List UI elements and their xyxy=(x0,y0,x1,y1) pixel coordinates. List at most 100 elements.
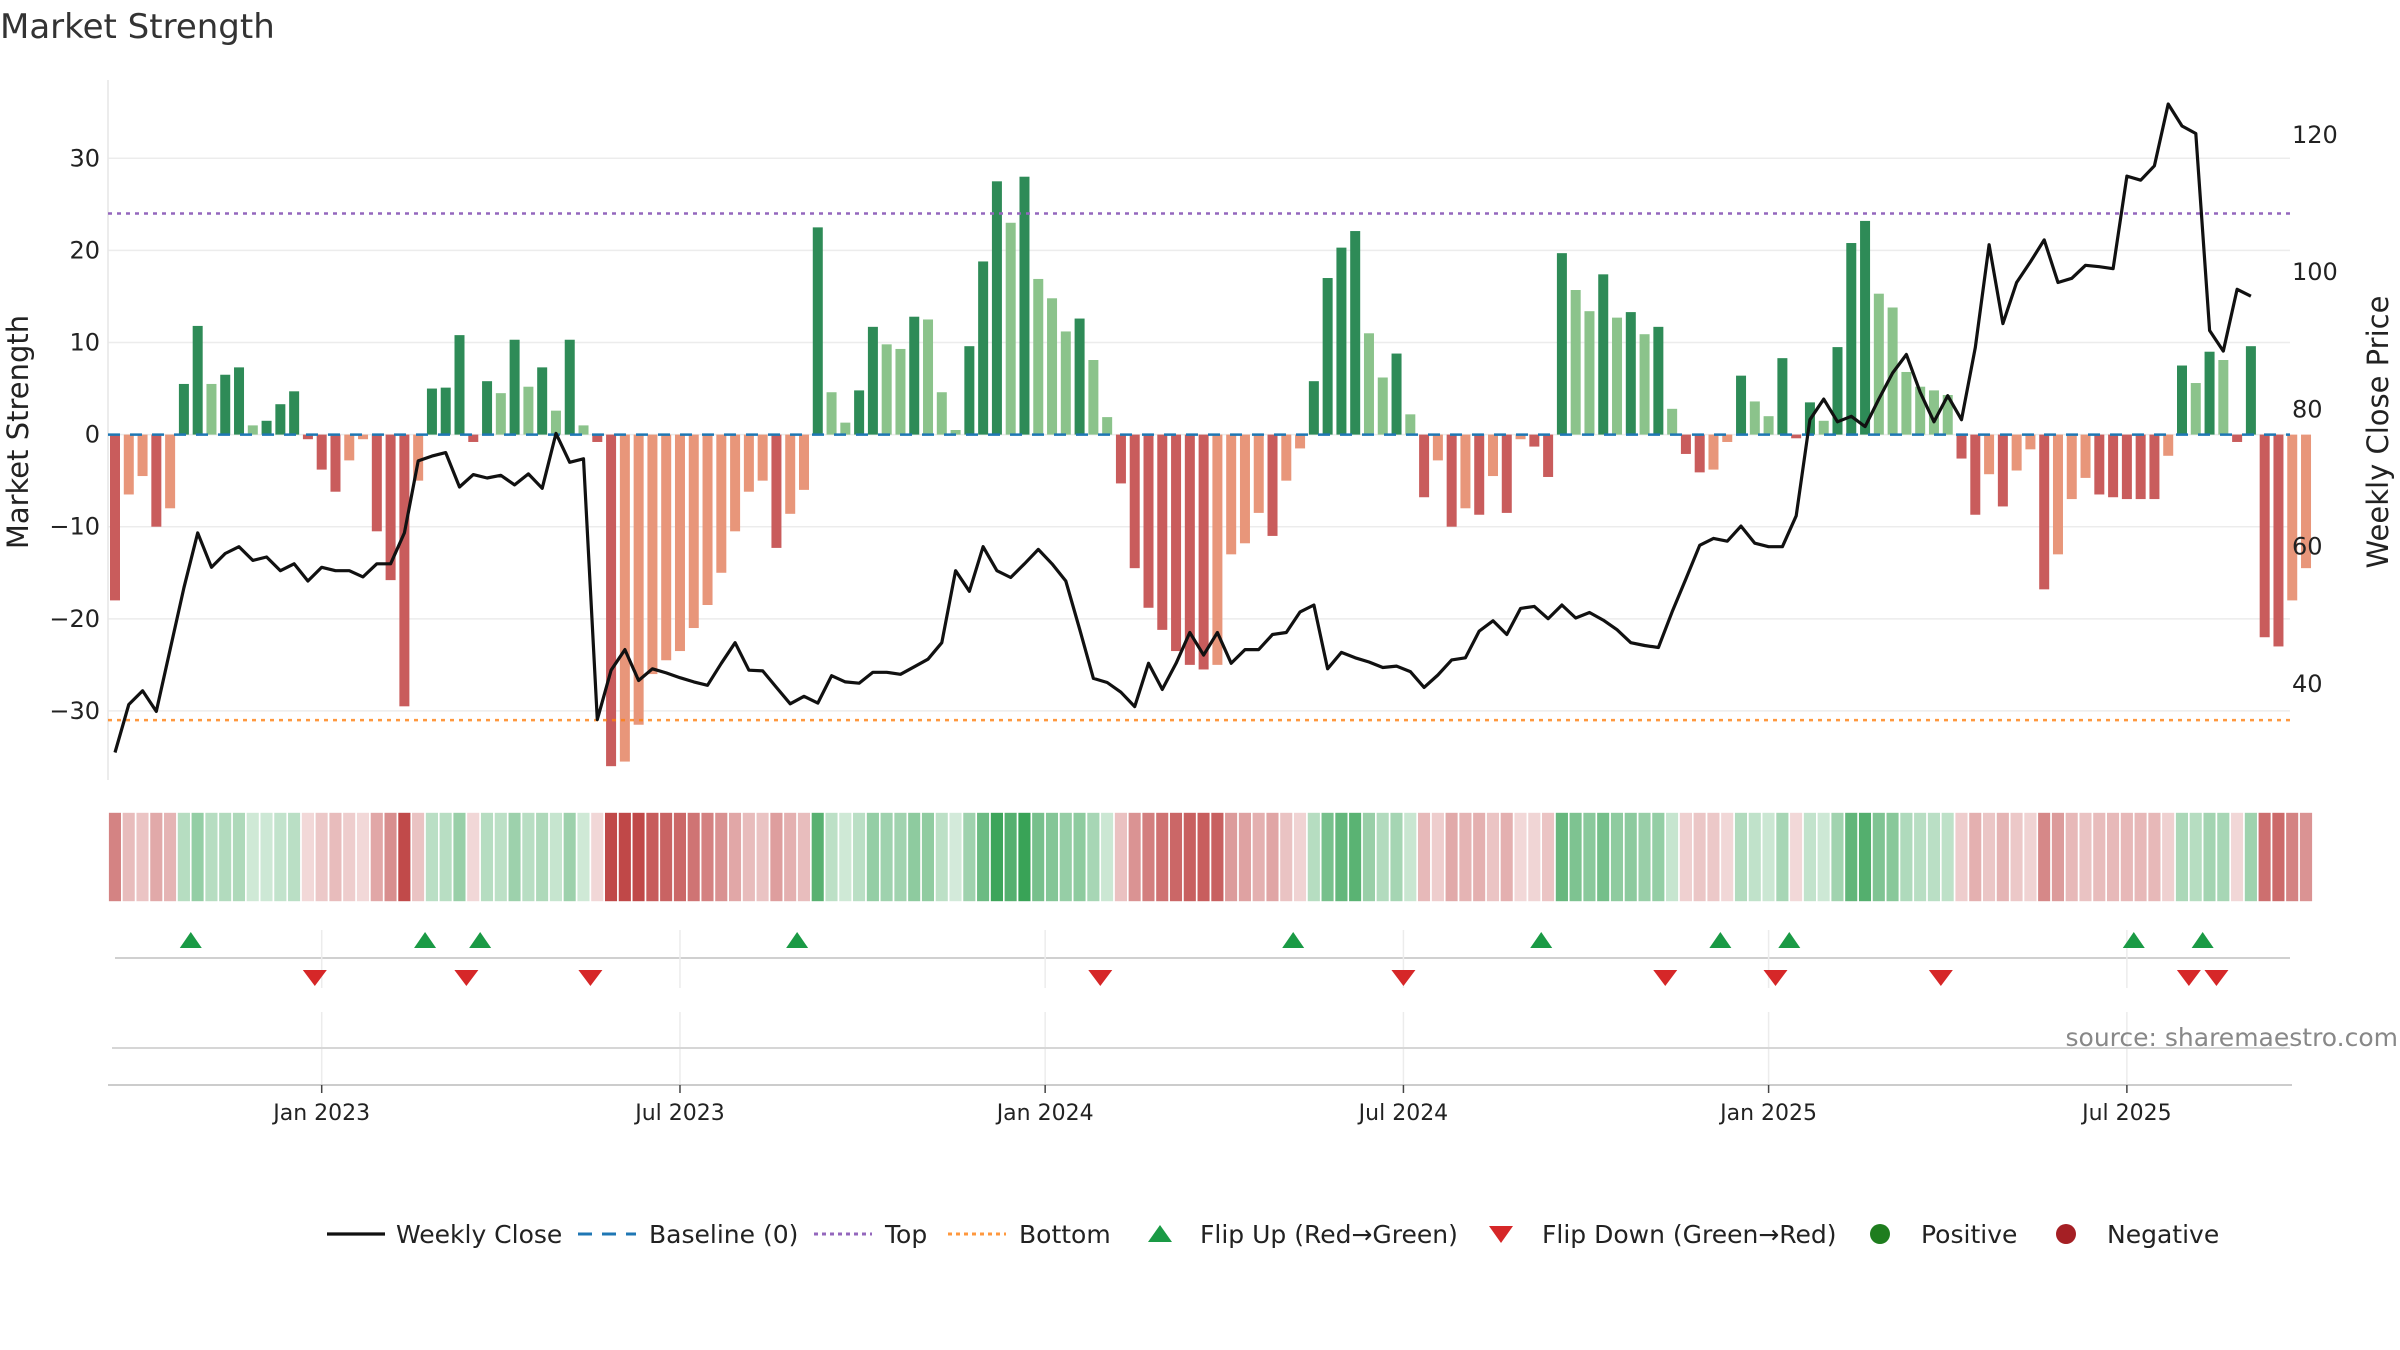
strip-cell xyxy=(1733,811,1749,903)
strip-cell xyxy=(2284,811,2300,903)
strength-bar xyxy=(247,425,258,435)
strip-cell xyxy=(713,811,729,903)
strength-bar xyxy=(716,434,727,573)
x-tick-label: Jul 2024 xyxy=(1357,1101,1449,1126)
strength-bar xyxy=(1942,395,1953,435)
strip-cell xyxy=(2036,811,2052,903)
strip-cell xyxy=(837,811,854,903)
strip-cell xyxy=(906,811,922,903)
strip-cell xyxy=(1223,811,1239,903)
y2-tick-label: 100 xyxy=(2292,258,2338,286)
strip-cell xyxy=(1678,811,1694,903)
strip-cell xyxy=(1802,811,1818,903)
strip-cell xyxy=(1195,811,1212,903)
strength-bar xyxy=(1060,331,1071,435)
y-tick-label: 20 xyxy=(69,236,100,264)
flip-up-marker xyxy=(414,932,437,948)
strip-cell xyxy=(1692,811,1708,903)
strength-bar xyxy=(661,434,672,661)
strength-bar xyxy=(1074,318,1085,435)
strip-cell xyxy=(1306,811,1322,903)
strength-bar xyxy=(192,325,203,435)
strength-bar xyxy=(2108,434,2119,498)
strip-cell xyxy=(2132,811,2149,903)
strip-cell xyxy=(1182,811,1198,903)
strength-bar xyxy=(2245,346,2256,435)
flip-down-marker xyxy=(302,970,327,986)
strip-cell xyxy=(1416,811,1432,903)
strength-bar xyxy=(826,392,837,435)
strip-cell xyxy=(1760,811,1777,903)
strip-cell xyxy=(1609,811,1625,903)
strip-cell xyxy=(2160,811,2176,903)
strip-cell xyxy=(479,811,495,903)
strip-cell xyxy=(686,811,702,903)
strength-bar xyxy=(2066,434,2077,500)
strip-cell xyxy=(1002,811,1019,903)
strip-cell xyxy=(630,811,647,903)
flip-down-marker xyxy=(2176,970,2201,986)
strip-cell xyxy=(1099,811,1115,903)
strength-bar xyxy=(1625,312,1636,435)
strip-cell xyxy=(947,811,964,903)
strip-cell xyxy=(1567,811,1584,903)
strip-cell xyxy=(810,811,826,903)
strength-bar xyxy=(371,434,382,532)
legend-label: Flip Down (Green→Red) xyxy=(1542,1220,1837,1249)
y-tick-label: 30 xyxy=(69,144,100,172)
flip-up-marker xyxy=(1778,932,1801,948)
strip-cell xyxy=(1127,811,1143,903)
y-tick-label: −30 xyxy=(49,697,100,725)
strip-cell xyxy=(1705,811,1722,903)
strength-bar xyxy=(812,227,823,435)
flip-up-marker xyxy=(1709,932,1732,948)
strip-cell xyxy=(189,811,206,903)
strip-cell xyxy=(286,811,302,903)
strength-bar xyxy=(2025,434,2036,450)
strip-cell xyxy=(575,811,592,903)
strip-cell xyxy=(1829,811,1846,903)
legend-label: Top xyxy=(884,1220,927,1249)
strength-bar xyxy=(1722,434,1733,442)
strength-bar xyxy=(978,261,989,435)
y-tick-label: 0 xyxy=(85,421,100,449)
strip-cell xyxy=(1843,811,1859,903)
strength-bar xyxy=(1956,434,1967,459)
strength-bar xyxy=(867,326,878,435)
strip-cell xyxy=(1168,811,1184,903)
strength-bar xyxy=(1667,408,1678,435)
y2-axis-label: Weekly Close Price xyxy=(2361,296,2395,569)
strength-bar xyxy=(1432,434,1443,461)
strength-bar xyxy=(854,390,865,435)
strip-cell xyxy=(1554,811,1570,903)
strength-bar xyxy=(1363,333,1374,435)
strength-bar xyxy=(606,434,617,767)
strip-cell xyxy=(327,811,344,903)
strip-cell xyxy=(1526,811,1543,903)
strip-cell xyxy=(1237,811,1253,903)
strength-bar xyxy=(1419,434,1430,498)
strength-bar xyxy=(1515,434,1526,440)
strip-cell xyxy=(107,811,123,903)
strength-bar xyxy=(206,383,217,435)
strip-cell xyxy=(1857,811,1873,903)
weekly-close-line xyxy=(113,102,2252,753)
strength-bar xyxy=(730,434,741,532)
strength-bar xyxy=(261,420,272,435)
strength-bar xyxy=(799,434,809,490)
legend-label: Flip Up (Red→Green) xyxy=(1200,1220,1458,1249)
y2-tick-label: 120 xyxy=(2292,121,2338,149)
flip-down-marker xyxy=(1653,970,1678,986)
strip-cell xyxy=(2215,811,2232,903)
strip-cell xyxy=(1016,811,1033,903)
strip-cell xyxy=(1898,811,1915,903)
strength-bar xyxy=(1308,381,1319,435)
strip-cell xyxy=(1375,811,1391,903)
strip-cell xyxy=(754,811,771,903)
y-axis-ticks: 30 20 10 0 −10 −20 −30 xyxy=(49,144,100,725)
strip-cell xyxy=(1457,811,1474,903)
strip-cell xyxy=(2174,811,2190,903)
y-axis-label: Market Strength xyxy=(1,315,35,549)
strength-bar xyxy=(1680,434,1691,454)
strength-bar xyxy=(137,434,148,477)
